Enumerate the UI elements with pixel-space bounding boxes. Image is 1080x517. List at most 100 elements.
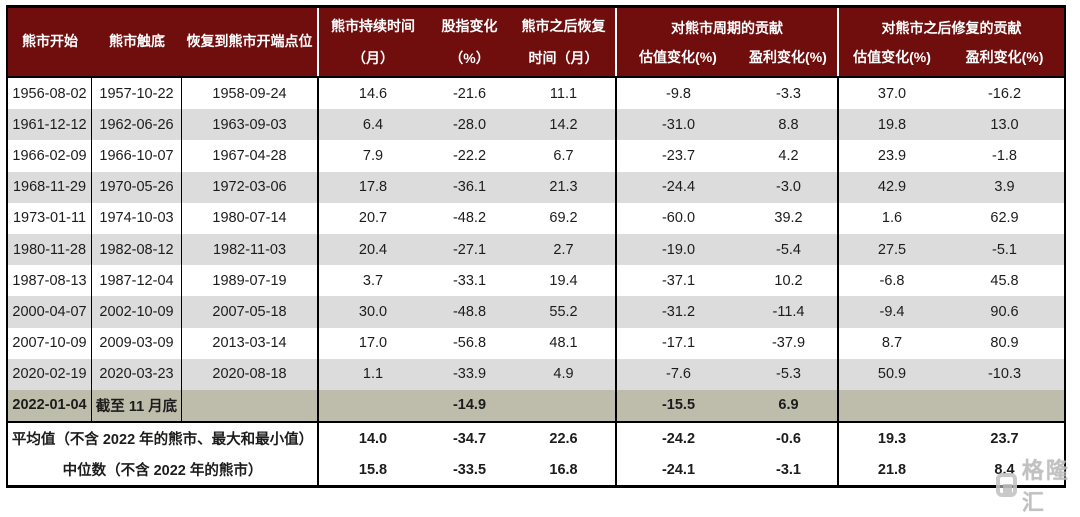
table-cell: 2007-10-09 — [8, 327, 92, 359]
table-cell: 69.2 — [512, 202, 617, 234]
table-cell: -14.9 — [452, 397, 487, 414]
summary-cell: 14.0 — [358, 430, 388, 447]
table-cell: 21.3 — [512, 171, 617, 203]
table-row: 1966-02-09 1966-10-07 1967-04-28 7.9 -22.2 6.… — [8, 140, 1064, 172]
header-subheaders: 估值变化(%) 盈利变化(%) — [617, 47, 837, 67]
table-cell: -9.8 — [666, 85, 691, 102]
table-cell: -56.8 — [452, 335, 487, 352]
summary-row-average: 平均值（不含 2022 年的熊市、最大和最小值） 14.0 -34.7 22.6… — [8, 423, 1064, 455]
header-cell-recover-point: 恢复到熊市开端点位 — [182, 8, 319, 76]
header-label: （月） — [352, 49, 394, 66]
table-cell: -5.1 — [992, 241, 1017, 258]
table-cell: 1962-06-26 — [92, 109, 182, 141]
table-cell: 1.6 — [881, 210, 903, 227]
table-row: 1987-08-13 1987-12-04 1989-07-19 3.7 -33.1 19… — [8, 265, 1064, 297]
table-cell: -3.0 — [740, 171, 839, 203]
watermark: 格隆汇 — [996, 453, 1080, 517]
page: 熊市开始 熊市触底 恢复到熊市开端点位 熊市持续时间 （月） 股指变化 （%） … — [6, 5, 1068, 515]
table-cell: -60.0 — [661, 210, 696, 227]
table-cell: 1987-12-04 — [92, 265, 182, 297]
table-cell: 1980-11-28 — [8, 233, 92, 266]
summary-cell: 21.8 — [877, 461, 907, 478]
table-cell: 8.8 — [740, 109, 839, 141]
header-sub-valuation: 估值变化(%) — [639, 49, 717, 65]
table-cell: 2009-03-09 — [92, 327, 182, 359]
header-label: 恢复到熊市开端点位 — [186, 33, 313, 50]
table-cell: 2020-08-18 — [182, 358, 319, 390]
table-cell: 3.9 — [994, 179, 1015, 196]
table-cell: 截至 11 月底 — [92, 389, 182, 422]
header-label: 熊市开始 — [22, 33, 78, 50]
table-cell: -37.9 — [740, 327, 839, 359]
table-cell: 45.8 — [990, 272, 1019, 289]
table-cell: 80.9 — [990, 335, 1019, 352]
table-cell: 1980-07-14 — [182, 202, 319, 234]
table-cell: 2020-02-19 — [8, 358, 92, 390]
table-cell: 1967-04-28 — [182, 140, 319, 172]
table-cell: 14.2 — [512, 109, 617, 141]
header-group-label: 对熊市周期的贡献 — [671, 20, 783, 36]
table-body: 1956-08-02 1957-10-22 1958-09-24 14.6 -21.6 1… — [8, 78, 1064, 422]
table-cell: 20.4 — [358, 241, 388, 258]
table-cell: -31.0 — [661, 116, 696, 133]
table-row: 1956-08-02 1957-10-22 1958-09-24 14.6 -21.6 1… — [8, 78, 1064, 110]
table-cell: 1970-05-26 — [92, 171, 182, 203]
table-cell: -22.2 — [452, 147, 487, 164]
table-cell: 6.7 — [512, 140, 617, 172]
table-cell: -15.5 — [661, 397, 696, 414]
table-cell: -31.2 — [661, 303, 696, 320]
header-cell-bear-start: 熊市开始 — [8, 8, 92, 76]
table-cell: 11.1 — [512, 78, 617, 110]
table-cell: -6.8 — [879, 272, 905, 289]
header-label: 股指变化 — [441, 18, 498, 34]
table-cell: 19.8 — [877, 116, 907, 133]
table-cell: 27.5 — [877, 241, 907, 258]
table-cell: 1956-08-02 — [8, 78, 92, 110]
table-cell: -28.0 — [452, 116, 487, 133]
summary-cell: 22.6 — [512, 423, 617, 455]
table-cell: 4.2 — [740, 140, 839, 172]
summary-cell: 16.8 — [512, 454, 617, 486]
table-row: 1961-12-12 1962-06-26 1963-09-03 6.4 -28.0 14… — [8, 109, 1064, 141]
summary-row-median: 中位数（不含 2022 年的熊市） 15.8 -33.5 16.8 -24.1 … — [8, 454, 1064, 486]
summary-cell: -34.7 — [452, 430, 487, 447]
table-cell: 6.4 — [362, 116, 384, 133]
table-cell — [945, 390, 1064, 421]
table-cell: 1972-03-06 — [182, 171, 319, 203]
table-cell: 23.9 — [877, 147, 907, 164]
table-row: 1980-11-28 1982-08-12 1982-11-03 20.4 -27.1 2… — [8, 233, 1064, 266]
table-cell: 3.7 — [362, 272, 384, 289]
header-subheaders: 估值变化(%) 盈利变化(%) — [839, 47, 1064, 67]
table-cell — [512, 389, 617, 422]
table-cell: 1957-10-22 — [92, 78, 182, 110]
table-cell: 90.6 — [990, 303, 1019, 320]
table-row: 2007-10-09 2009-03-09 2013-03-14 17.0 -56.8 4… — [8, 327, 1064, 359]
table-cell: 2.7 — [512, 233, 617, 266]
table-cell: -27.1 — [452, 241, 487, 258]
table-cell: 39.2 — [740, 202, 839, 234]
header-group-label: 对熊市之后修复的贡献 — [881, 20, 1022, 36]
table-cell — [182, 389, 319, 422]
table-cell: 1961-12-12 — [8, 109, 92, 141]
summary-cell: 15.8 — [358, 461, 388, 478]
table-cell: 4.9 — [512, 358, 617, 390]
table-cell: -16.2 — [987, 85, 1022, 102]
table-cell: 17.0 — [358, 335, 388, 352]
table-cell: 42.9 — [877, 179, 907, 196]
header-sub-valuation: 估值变化(%) — [853, 49, 931, 65]
table-cell: -17.1 — [661, 335, 696, 352]
table-cell: -36.1 — [452, 179, 487, 196]
summary-cell: -24.2 — [661, 430, 696, 447]
table-cell: 8.7 — [881, 335, 903, 352]
table-row: 2000-04-07 2002-10-09 2007-05-18 30.0 -48.8 5… — [8, 296, 1064, 328]
table-cell: 20.7 — [358, 210, 388, 227]
table-cell: -37.1 — [661, 272, 696, 289]
header-label: （%） — [449, 49, 490, 66]
table-cell: 37.0 — [877, 85, 907, 102]
header-label: 熊市之后恢复 — [521, 18, 606, 34]
summary-cell: -0.6 — [740, 423, 839, 455]
table-cell: 19.4 — [512, 265, 617, 297]
gelonghui-logo-icon — [996, 473, 1017, 497]
table-row: 2022-01-04 截至 11 月底 -14.9 -15.5 6.9 — [8, 389, 1064, 422]
table-cell: 1974-10-03 — [92, 202, 182, 234]
